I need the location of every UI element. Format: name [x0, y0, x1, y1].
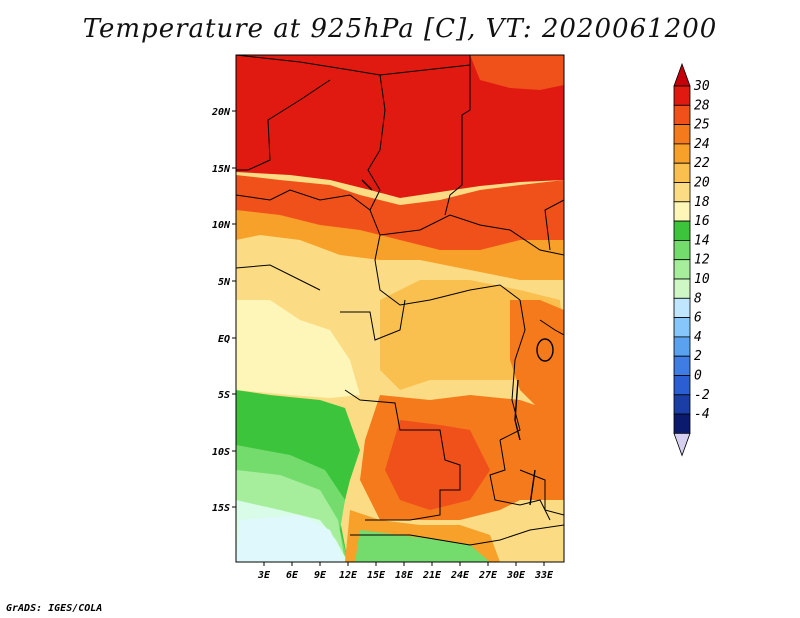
- lon-label-21e: 21E: [422, 570, 442, 581]
- colorbar-swatch: [673, 143, 691, 164]
- field-paleyellow-west: [236, 300, 360, 398]
- lat-label-5n: 5N: [218, 277, 231, 288]
- colorbar-swatch: [673, 85, 691, 106]
- lake-victoria: [536, 338, 554, 362]
- lake-chad: [361, 179, 373, 191]
- border-gabon-congo: [340, 299, 406, 341]
- border-nigeria-north: [236, 189, 371, 211]
- border-sudan-chad: [444, 55, 471, 216]
- lon-label-30e: 30E: [506, 570, 526, 581]
- colorbar-swatch: [673, 162, 691, 183]
- colorbar-swatch: [673, 201, 691, 222]
- map-frame: [235, 54, 565, 563]
- colorbar-top-arrow: [673, 62, 691, 87]
- colorbar-label: 18: [694, 195, 710, 210]
- lat-label-20n: 20N: [211, 107, 231, 118]
- colorbar-swatch: [673, 336, 691, 357]
- colorbar-swatch: [673, 278, 691, 299]
- border-zambia: [489, 439, 551, 521]
- colorbar-swatch: [673, 124, 691, 145]
- border-westcoast: [236, 264, 321, 291]
- lon-label-12e: 12E: [339, 570, 358, 581]
- lat-label-15s: 15S: [212, 503, 230, 514]
- lat-label-15n: 15N: [212, 164, 231, 175]
- border-angola: [344, 389, 461, 521]
- field-red-angola: [385, 420, 490, 510]
- colorbar-label: 14: [694, 233, 710, 248]
- colorbar-swatch: [673, 220, 691, 241]
- colorbar-swatch: [673, 413, 691, 434]
- colorbar-label: 12: [694, 253, 710, 268]
- colorbar-label: -4: [694, 407, 710, 422]
- colorbar-label: 28: [694, 98, 710, 113]
- field-red-sahara: [236, 55, 564, 198]
- colorbar-label: 2: [694, 349, 702, 364]
- lon-label-24e: 24E: [450, 570, 470, 581]
- field-cyan-southwest: [236, 515, 345, 562]
- lon-label-9e: 9E: [314, 570, 327, 581]
- colorbar-label: -2: [694, 388, 710, 403]
- lon-label-3e: 3E: [257, 570, 271, 581]
- colorbar-label: 22: [694, 156, 710, 171]
- colorbar-label: 6: [694, 311, 702, 326]
- colorbar-label: 4: [694, 330, 702, 345]
- lat-label-10n: 10N: [212, 220, 231, 231]
- colorbar-swatch: [673, 259, 691, 280]
- lon-label-18e: 18E: [395, 570, 414, 581]
- lon-label-33e: 33E: [534, 570, 554, 581]
- colorbar-swatch: [673, 375, 691, 396]
- lon-label-6e: 6E: [286, 570, 299, 581]
- lake-malawi: [529, 469, 536, 506]
- colorbar-swatch: [673, 297, 691, 318]
- lat-label-10s: 10S: [212, 447, 230, 458]
- colorbar-label: 0: [694, 369, 702, 384]
- lon-label-15e: 15E: [367, 570, 386, 581]
- plot-title: Temperature at 925hPa [C], VT: 202006120…: [82, 14, 718, 44]
- country-borders: [236, 55, 564, 546]
- colorbar-label: 10: [694, 272, 710, 287]
- field-red-sahel: [236, 175, 564, 250]
- field-orange-northeast: [470, 55, 564, 90]
- colorbar-label: 16: [694, 214, 710, 229]
- colorbar-label: 24: [694, 137, 710, 152]
- lake-tanganyika: [514, 379, 521, 441]
- border-ethiopia: [544, 199, 564, 251]
- border-botswana: [350, 524, 564, 546]
- colorbar-swatch: [673, 239, 691, 261]
- lat-label-5s: 5S: [218, 390, 230, 401]
- colorbar-label: 30: [693, 79, 710, 94]
- border-car-congo: [374, 234, 521, 306]
- colorbar-swatch: [673, 182, 691, 203]
- border-mozambique: [519, 469, 564, 516]
- border-uganda-kenya: [539, 319, 564, 336]
- latitude-axis: 20N 15N 10N 5N EQ 5S 10S 15S: [211, 107, 236, 514]
- field-green-south: [355, 530, 490, 562]
- field-orange-east: [510, 300, 564, 420]
- lon-label-27e: 27E: [478, 570, 498, 581]
- colorbar-label: 25: [694, 118, 710, 133]
- lat-label-eq: EQ: [218, 334, 230, 345]
- colorbar-swatch: [673, 355, 691, 376]
- border-niger-mali: [236, 79, 331, 171]
- longitude-axis: 3E 6E 9E 12E 15E 18E 21E 24E 27E 30E 33E: [257, 562, 554, 581]
- grads-credit: GrADS: IGES/COLA: [6, 603, 103, 614]
- border-great-lakes: [499, 299, 526, 441]
- colorbar-swatch: [673, 317, 691, 338]
- colorbar-swatch: [673, 104, 691, 126]
- lakes: [361, 179, 554, 506]
- border-north: [236, 55, 471, 76]
- colorbar-swatch: [673, 394, 691, 415]
- colorbar-label: 20: [694, 176, 710, 191]
- border-car-sudan: [379, 214, 564, 256]
- colorbar-label: 8: [694, 291, 702, 306]
- colorbar-bottom-arrow: [673, 433, 691, 457]
- temperature-field: [236, 55, 564, 562]
